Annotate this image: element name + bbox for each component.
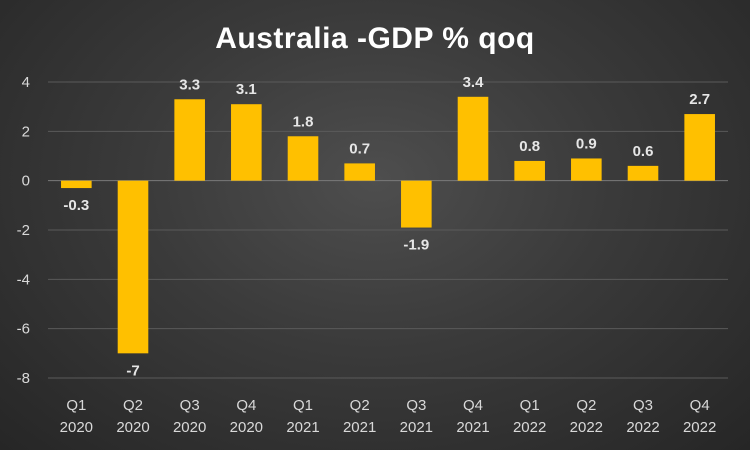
data-label: 3.1	[236, 81, 257, 98]
x-tick-year: 2022	[626, 419, 659, 436]
data-label: 0.6	[633, 143, 654, 160]
data-label: -0.3	[63, 197, 89, 214]
x-tick-quarter: Q4	[690, 397, 710, 414]
data-label: -7	[126, 362, 139, 379]
x-tick-quarter: Q2	[123, 397, 143, 414]
x-tick-quarter: Q3	[406, 397, 426, 414]
data-label: 2.7	[689, 91, 710, 108]
y-tick-label: 2	[22, 123, 30, 140]
x-tick-quarter: Q2	[350, 397, 370, 414]
x-axis-ticks: Q1 2020 Q2 2020 Q3 2020 Q4 2020 Q1 2021 Q2 2021 Q3 20…	[60, 397, 717, 436]
x-tick-quarter: Q3	[180, 397, 200, 414]
chart-title: Australia -GDP % qoq	[215, 22, 535, 55]
x-tick-year: 2021	[343, 419, 376, 436]
bar	[174, 99, 205, 181]
bars	[61, 96, 715, 354]
y-tick-label: 4	[22, 74, 30, 91]
x-tick-year: 2020	[116, 419, 149, 436]
bar	[684, 114, 715, 181]
x-tick-quarter: Q1	[66, 397, 86, 414]
data-labels: -0.3 -7 3.3 3.1 1.8 0.7 -1.9 3.4 0.8 0.9 0.6 2.7	[63, 74, 710, 380]
bar	[457, 96, 489, 181]
x-tick-year: 2022	[683, 419, 716, 436]
x-tick-quarter: Q2	[576, 397, 596, 414]
x-tick-year: 2021	[286, 419, 319, 436]
x-tick-year: 2020	[230, 419, 263, 436]
x-tick-year: 2022	[570, 419, 603, 436]
x-tick-quarter: Q4	[236, 397, 256, 414]
x-tick-year: 2020	[60, 419, 93, 436]
y-axis-ticks: 4 2 0 -2 -4 -6 -8	[17, 74, 30, 387]
x-tick-quarter: Q4	[463, 397, 483, 414]
bar	[231, 104, 262, 181]
x-tick-quarter: Q1	[520, 397, 540, 414]
x-tick-year: 2021	[400, 419, 433, 436]
bar	[571, 158, 602, 181]
data-label: 3.3	[179, 76, 200, 93]
gridlines	[48, 81, 728, 379]
data-label: 3.4	[463, 74, 485, 91]
x-tick-year: 2020	[173, 419, 206, 436]
data-label: 1.8	[293, 113, 314, 130]
bar	[344, 163, 375, 181]
y-tick-label: -2	[17, 222, 30, 239]
data-label: 0.9	[576, 135, 597, 152]
y-tick-label: 0	[22, 173, 30, 190]
data-label: 0.7	[349, 140, 370, 157]
x-tick-year: 2021	[456, 419, 489, 436]
x-tick-year: 2022	[513, 419, 546, 436]
y-tick-label: -6	[17, 321, 30, 338]
bar	[117, 180, 149, 354]
bar	[514, 160, 545, 181]
data-label: 0.8	[519, 138, 540, 155]
y-tick-label: -4	[17, 271, 30, 288]
x-tick-quarter: Q3	[633, 397, 653, 414]
bar	[627, 165, 659, 181]
data-label: -1.9	[403, 237, 429, 254]
bar	[287, 136, 319, 181]
y-tick-label: -8	[17, 370, 30, 387]
x-tick-quarter: Q1	[293, 397, 313, 414]
bar	[401, 180, 432, 228]
bar	[61, 180, 92, 189]
